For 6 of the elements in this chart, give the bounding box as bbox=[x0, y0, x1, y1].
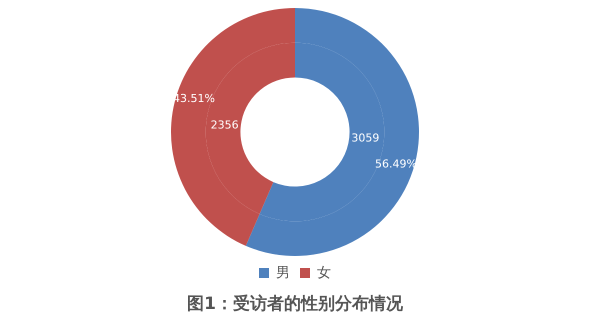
text: 图1：受访者的性别分布情况 bbox=[186, 293, 404, 315]
legend-label: 女 bbox=[317, 264, 331, 280]
data-label: 2356 bbox=[210, 118, 239, 132]
data-label: 56.49% bbox=[375, 158, 418, 171]
legend-label: 男 bbox=[276, 264, 290, 280]
data-label: 3059 bbox=[351, 131, 380, 144]
